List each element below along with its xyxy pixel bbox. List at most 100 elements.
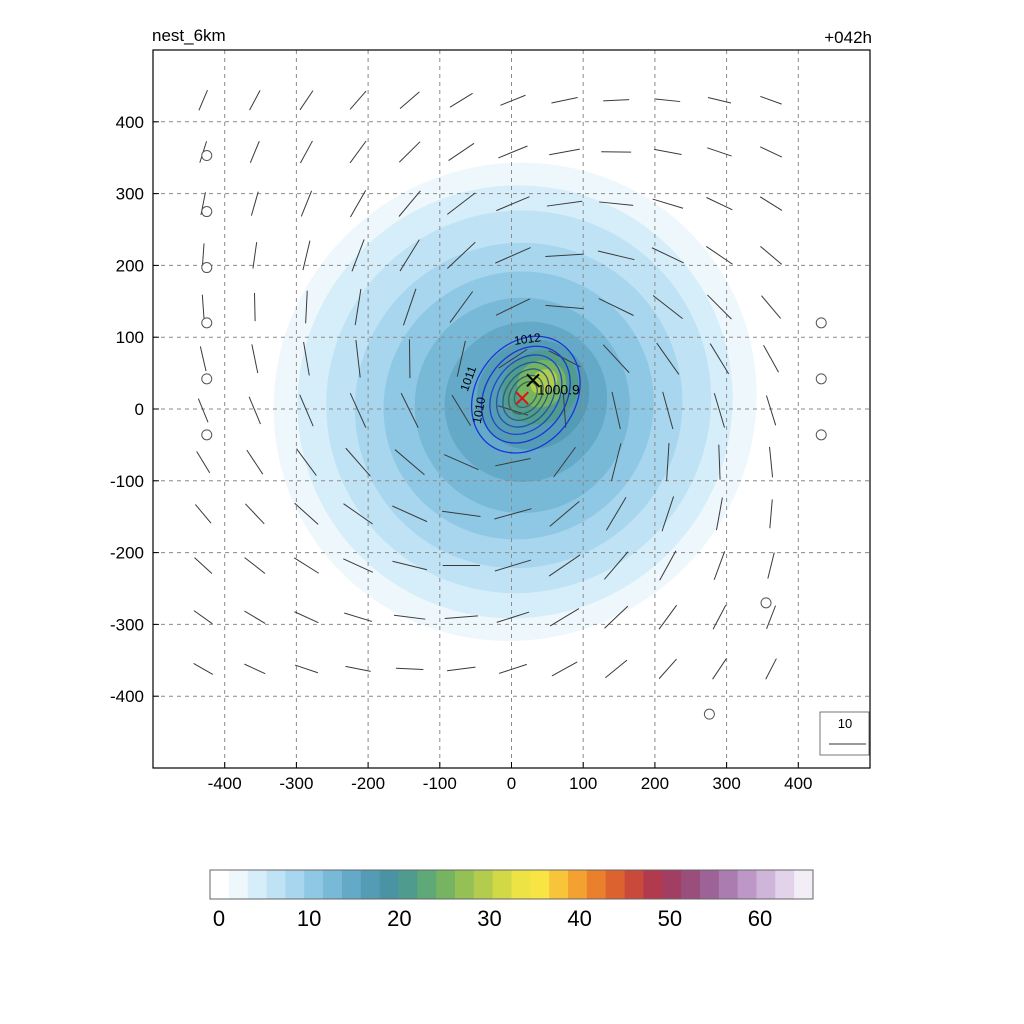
- wind-vector: [602, 344, 630, 374]
- colorbar-tick-label: 50: [658, 906, 682, 931]
- wind-vector: [765, 658, 777, 680]
- wind-vector: [652, 198, 684, 209]
- pressure-contour-3: [495, 361, 556, 428]
- colorbar-cell: [549, 870, 569, 899]
- wind-vector: [610, 443, 622, 481]
- colorbar-cell: [775, 870, 795, 899]
- calm-marker: [201, 429, 213, 441]
- vector-reference-label: 10: [838, 716, 852, 731]
- y-tick-label: 300: [116, 185, 144, 204]
- wind-vector: [392, 505, 428, 523]
- wind-vector: [760, 95, 782, 105]
- wind-vector: [299, 90, 314, 111]
- y-tick-label: -300: [110, 615, 144, 634]
- calm-marker: [201, 262, 213, 274]
- pressure-contour-0: [470, 335, 581, 454]
- colorbar-tick-label: 10: [297, 906, 321, 931]
- pressure-contour-1: [480, 345, 571, 444]
- wind-vector: [707, 97, 732, 104]
- wind-vector: [249, 90, 261, 111]
- wind-vector: [351, 239, 365, 272]
- wind-vector: [299, 140, 313, 164]
- colorbar-cell: [624, 870, 645, 899]
- colorbar-ticks: 0 10 20 30 40 50 60: [213, 906, 772, 931]
- colorbar-tick-label: 30: [477, 906, 501, 931]
- calm-marker: [201, 206, 213, 218]
- wind-vector: [707, 294, 732, 320]
- colorbar-frame: [209, 869, 814, 900]
- colorbar-cell: [266, 870, 286, 899]
- wind-vector: [399, 91, 420, 110]
- x-tick-label: -400: [208, 774, 242, 793]
- calm-marker: [815, 373, 827, 385]
- wind-vector: [765, 395, 777, 426]
- wind-vector: [244, 557, 266, 574]
- wind-vector: [712, 658, 727, 680]
- wind-vector: [549, 500, 580, 527]
- colorbar-cell: [568, 870, 588, 899]
- wind-vector: [245, 503, 265, 525]
- wind-vector: [349, 140, 367, 164]
- wind-vector: [496, 196, 530, 212]
- wind-vector: [549, 608, 580, 627]
- wind-vector: [408, 339, 411, 379]
- wind-vector: [344, 612, 373, 622]
- wind-vector: [599, 201, 634, 206]
- wind-vector: [343, 503, 373, 525]
- wind-vector: [198, 89, 208, 111]
- wind-vector: [611, 391, 621, 430]
- colorbar-cell: [323, 870, 343, 899]
- wind-vector: [651, 247, 684, 264]
- wind-vector: [305, 290, 308, 324]
- storm-center-red-marker: [515, 391, 529, 405]
- colorbar-cell: [285, 870, 305, 899]
- calm-marker: [201, 317, 213, 329]
- wind-vector: [709, 343, 730, 375]
- y-tick-label: -400: [110, 687, 144, 706]
- calm-marker: [815, 429, 827, 441]
- wind-vector: [355, 339, 361, 378]
- wind-speed-field: [248, 141, 775, 663]
- wind-vector: [398, 190, 421, 217]
- wind-vector: [442, 510, 481, 517]
- colorbar: 0 10 20 30 40 50 60: [209, 869, 814, 931]
- wind-vector: [349, 90, 367, 110]
- storm-center-markers: 1000.9: [515, 373, 580, 405]
- x-tick-label: 400: [784, 774, 812, 793]
- x-tick-label: -200: [351, 774, 385, 793]
- colorbar-cell: [737, 870, 758, 899]
- x-tick-label: 200: [641, 774, 669, 793]
- wind-vector: [661, 496, 675, 532]
- wind-vector: [398, 141, 421, 163]
- wind-vector: [659, 550, 677, 581]
- wind-vector: [399, 239, 420, 272]
- colorbar-cell: [530, 870, 550, 899]
- wind-vector: [196, 451, 211, 474]
- colorbar-cell: [304, 870, 324, 899]
- wind-vector: [763, 344, 779, 373]
- wind-vector: [302, 240, 311, 271]
- wind-vector: [715, 497, 723, 531]
- x-tick-label: 300: [712, 774, 740, 793]
- colorbar-cell: [247, 870, 268, 899]
- wind-vector: [449, 291, 474, 323]
- calm-marker: [760, 597, 772, 609]
- colorbar-tick-label: 0: [213, 906, 225, 931]
- wind-vector: [392, 560, 428, 571]
- wind-vector: [395, 667, 424, 671]
- y-axis: 400 300 200 100 0 -100 -200 -300 -400: [110, 113, 159, 706]
- wind-vector: [707, 147, 732, 157]
- calm-marker: [703, 708, 715, 720]
- wind-vector: [345, 447, 371, 477]
- wind-vector: [666, 443, 670, 482]
- colorbar-cell: [699, 870, 720, 899]
- wind-vector: [495, 298, 531, 316]
- wind-vector: [244, 663, 266, 675]
- wind-vector: [244, 610, 266, 624]
- colorbar-cell: [492, 870, 513, 899]
- wind-vector: [402, 288, 417, 326]
- colorbar-cell: [398, 870, 418, 899]
- wind-vector: [294, 611, 319, 624]
- wind-vector: [394, 449, 425, 476]
